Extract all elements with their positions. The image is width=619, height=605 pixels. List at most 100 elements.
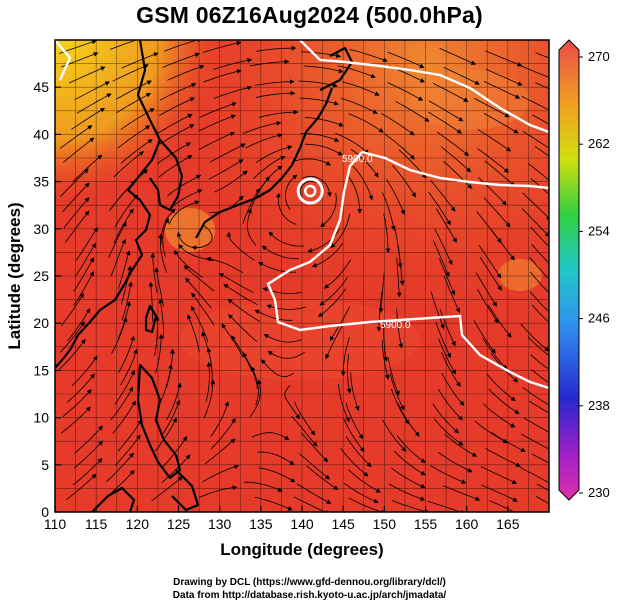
streamline <box>387 51 425 68</box>
streamline <box>477 128 512 152</box>
colorbar-tick-label: 270 <box>588 49 610 64</box>
streamline <box>335 133 370 155</box>
streamline <box>342 81 380 96</box>
streamline <box>428 111 463 134</box>
streamline <box>384 133 415 160</box>
streamline <box>531 369 549 384</box>
streamline <box>530 354 549 370</box>
streamline <box>73 270 94 306</box>
streamline <box>529 257 549 280</box>
x-tick-label: 110 <box>44 516 67 532</box>
streamline <box>116 80 152 100</box>
streamline <box>202 40 242 53</box>
streamline <box>60 168 89 197</box>
streamline <box>199 102 237 118</box>
streamline <box>294 401 316 436</box>
streamline <box>320 192 337 228</box>
streamline <box>473 320 496 354</box>
streamline <box>437 388 463 421</box>
x-tick-label: 115 <box>85 516 108 532</box>
streamline <box>260 359 294 378</box>
streamline <box>350 148 379 178</box>
streamline <box>483 81 521 99</box>
coastlines <box>55 40 354 512</box>
streamline <box>267 350 305 359</box>
streamline <box>529 271 549 294</box>
streamline <box>227 298 261 323</box>
colorbar-tick-label: 254 <box>588 223 610 238</box>
streamline <box>382 419 407 452</box>
streamline <box>305 143 343 156</box>
streamline <box>118 250 131 289</box>
streamline <box>523 417 549 433</box>
streamline <box>114 194 139 228</box>
streamline <box>430 291 445 330</box>
y-tick-label: 5 <box>41 457 49 473</box>
streamline <box>203 379 216 419</box>
streamline <box>252 155 286 180</box>
streamline <box>436 131 470 157</box>
streamline <box>479 256 502 291</box>
streamline <box>482 338 508 370</box>
streamline <box>257 262 297 273</box>
streamline <box>117 125 151 149</box>
streamline <box>529 291 549 313</box>
streamline <box>251 366 259 405</box>
y-tick-label: 20 <box>33 315 49 331</box>
streamline <box>249 379 262 418</box>
streamline <box>258 467 296 483</box>
streamline <box>110 40 138 50</box>
streamline <box>176 231 210 249</box>
streamline <box>210 143 246 163</box>
streamline <box>531 304 549 323</box>
streamline <box>206 256 244 274</box>
y-tick-label: 10 <box>33 410 49 426</box>
streamline <box>444 433 478 457</box>
streamline <box>258 109 299 118</box>
streamline <box>530 178 549 195</box>
streamline <box>348 469 381 493</box>
streamline <box>311 242 344 268</box>
streamline <box>337 65 376 79</box>
streamline <box>432 82 469 102</box>
streamline <box>110 386 134 421</box>
streamline <box>214 170 248 193</box>
streamline <box>443 276 460 313</box>
streamline <box>167 174 202 197</box>
streamline <box>520 433 549 450</box>
streamline <box>76 93 112 114</box>
streamline <box>154 417 177 452</box>
streamline <box>396 435 426 464</box>
streamline <box>285 174 298 210</box>
streamline <box>161 399 181 436</box>
streamline <box>155 333 164 374</box>
streamline <box>486 373 516 402</box>
streamline <box>381 113 415 136</box>
streamline <box>439 309 456 347</box>
streamline <box>348 113 384 133</box>
streamline <box>74 242 96 278</box>
streamline <box>228 314 258 343</box>
streamline <box>116 93 152 114</box>
streamline <box>120 348 138 386</box>
streamline <box>392 500 431 512</box>
streamline <box>519 467 549 484</box>
streamline <box>396 308 404 349</box>
streamline <box>343 482 379 504</box>
streamline <box>158 298 164 339</box>
streamline <box>435 321 452 359</box>
streamline <box>389 373 405 411</box>
streamline <box>73 440 104 469</box>
typhoon-center-marker <box>296 177 324 205</box>
streamline <box>74 81 111 101</box>
streamline <box>338 384 350 423</box>
streamline <box>531 244 549 264</box>
streamline <box>292 158 332 166</box>
streamline <box>488 304 512 338</box>
streamline <box>71 107 106 130</box>
streamline <box>536 496 549 505</box>
streamline <box>489 500 516 512</box>
streamline <box>59 321 85 353</box>
streamline <box>158 155 193 178</box>
